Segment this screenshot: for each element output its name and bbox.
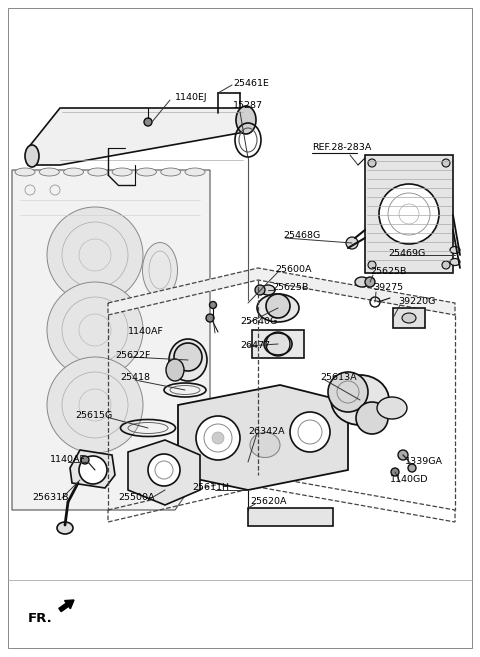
Text: REF.28-283A: REF.28-283A — [312, 143, 372, 152]
Ellipse shape — [450, 246, 460, 254]
Circle shape — [47, 207, 143, 303]
Ellipse shape — [169, 339, 207, 381]
Text: 25620A: 25620A — [250, 497, 287, 507]
Circle shape — [206, 314, 214, 322]
Ellipse shape — [15, 168, 35, 176]
Ellipse shape — [112, 168, 132, 176]
Circle shape — [368, 159, 376, 167]
Text: 25640G: 25640G — [240, 317, 277, 327]
Polygon shape — [70, 450, 115, 488]
Ellipse shape — [166, 359, 184, 381]
Text: 25615G: 25615G — [75, 411, 112, 420]
Ellipse shape — [257, 294, 299, 322]
Circle shape — [290, 412, 330, 452]
Ellipse shape — [136, 168, 156, 176]
Text: 25631B: 25631B — [32, 493, 69, 503]
Text: 25600A: 25600A — [275, 265, 312, 275]
Polygon shape — [12, 170, 210, 510]
Circle shape — [47, 357, 143, 453]
Ellipse shape — [57, 522, 73, 534]
Text: 25468G: 25468G — [283, 231, 320, 240]
Text: 26477: 26477 — [240, 340, 270, 350]
Bar — [248, 508, 333, 526]
Text: 39275: 39275 — [373, 284, 403, 292]
Text: 25461E: 25461E — [233, 78, 269, 87]
Circle shape — [365, 277, 375, 287]
Ellipse shape — [377, 397, 407, 419]
Polygon shape — [108, 268, 455, 315]
Circle shape — [174, 343, 202, 371]
Ellipse shape — [450, 258, 460, 265]
Bar — [365, 155, 453, 273]
Ellipse shape — [88, 168, 108, 176]
Text: FR.: FR. — [28, 612, 53, 625]
Text: 25625B: 25625B — [370, 267, 407, 277]
Circle shape — [212, 432, 224, 444]
Circle shape — [148, 454, 180, 486]
Text: 25418: 25418 — [120, 373, 150, 382]
Ellipse shape — [185, 168, 205, 176]
Polygon shape — [128, 440, 200, 505]
Text: 1339GA: 1339GA — [405, 457, 443, 466]
Circle shape — [79, 456, 107, 484]
Text: 39220G: 39220G — [398, 298, 435, 307]
Circle shape — [398, 450, 408, 460]
Circle shape — [144, 118, 152, 126]
Text: 1140AF: 1140AF — [50, 455, 86, 464]
Text: 1140AF: 1140AF — [128, 327, 164, 336]
Ellipse shape — [264, 333, 292, 355]
Ellipse shape — [331, 375, 389, 425]
Text: 25625B: 25625B — [272, 284, 308, 292]
Polygon shape — [178, 385, 348, 490]
Circle shape — [346, 237, 358, 249]
Bar — [393, 308, 425, 328]
Circle shape — [379, 184, 439, 244]
Ellipse shape — [39, 168, 60, 176]
Ellipse shape — [402, 313, 416, 323]
Ellipse shape — [355, 277, 369, 287]
FancyArrow shape — [59, 600, 74, 612]
Circle shape — [391, 468, 399, 476]
Circle shape — [328, 372, 368, 412]
Ellipse shape — [250, 432, 280, 457]
Ellipse shape — [161, 168, 180, 176]
Text: 25622F: 25622F — [115, 350, 150, 359]
Text: 1140EJ: 1140EJ — [175, 93, 208, 102]
Circle shape — [196, 416, 240, 460]
Circle shape — [47, 282, 143, 378]
Text: 25500A: 25500A — [118, 493, 155, 503]
Ellipse shape — [25, 145, 39, 167]
Text: 1140GD: 1140GD — [390, 476, 429, 484]
Ellipse shape — [143, 242, 178, 298]
Text: 25611H: 25611H — [192, 484, 229, 493]
Circle shape — [209, 302, 216, 309]
Text: 15287: 15287 — [233, 101, 263, 110]
Text: 25613A: 25613A — [320, 373, 357, 382]
Bar — [252, 330, 304, 358]
Circle shape — [255, 285, 265, 295]
Polygon shape — [28, 108, 245, 165]
Text: 26342A: 26342A — [248, 428, 285, 436]
Text: 25469G: 25469G — [388, 248, 425, 258]
Circle shape — [266, 294, 290, 318]
Circle shape — [368, 261, 376, 269]
Circle shape — [442, 261, 450, 269]
Ellipse shape — [261, 285, 275, 295]
Circle shape — [356, 402, 388, 434]
Ellipse shape — [236, 106, 256, 134]
Ellipse shape — [63, 168, 84, 176]
Circle shape — [442, 159, 450, 167]
Circle shape — [408, 464, 416, 472]
Circle shape — [81, 456, 89, 464]
